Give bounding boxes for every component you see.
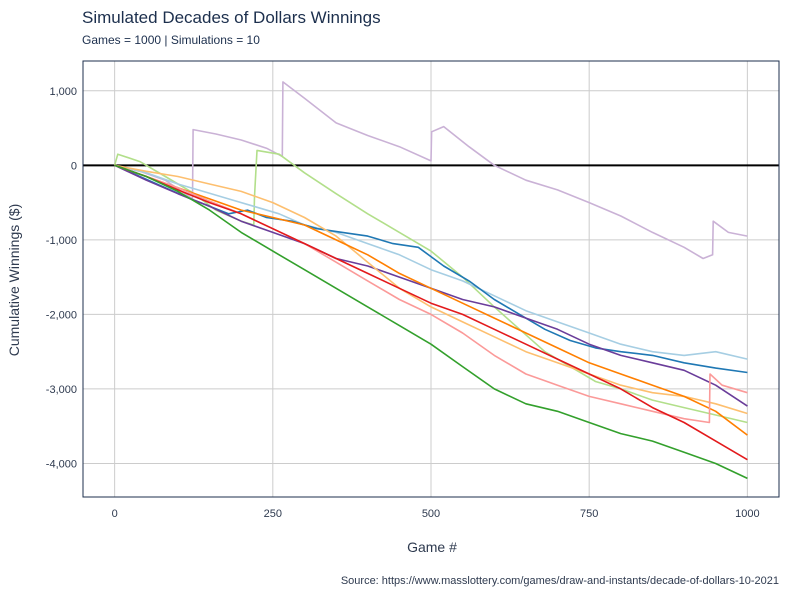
series-line-6 bbox=[114, 164, 748, 415]
y-tick-label: -1,000 bbox=[46, 235, 77, 247]
series-line-1 bbox=[114, 81, 748, 260]
y-axis-title: Cumulative Winnings ($) bbox=[6, 204, 22, 357]
grid bbox=[83, 61, 779, 497]
x-tick-label: 250 bbox=[264, 508, 282, 520]
y-tick-label: -3,000 bbox=[46, 384, 77, 396]
y-tick-label: 1,000 bbox=[49, 86, 77, 98]
x-tick-label: 1000 bbox=[735, 508, 759, 520]
series-line-9 bbox=[114, 164, 748, 461]
series-line-3 bbox=[114, 164, 748, 360]
chart-subtitle: Games = 1000 | Simulations = 10 bbox=[82, 33, 260, 47]
x-tick-label: 500 bbox=[422, 508, 440, 520]
x-tick-label: 0 bbox=[112, 508, 118, 520]
chart-title: Simulated Decades of Dollars Winnings bbox=[82, 8, 381, 27]
y-axis-ticks: 1,000 0 -1,000 -2,000 -3,000 -4,000 bbox=[46, 86, 77, 471]
x-axis-title: Game # bbox=[407, 539, 457, 555]
series-group bbox=[113, 81, 748, 480]
y-tick-label: -2,000 bbox=[46, 309, 77, 321]
x-axis-ticks: 0 250 500 750 1000 bbox=[112, 508, 760, 520]
series-line-7 bbox=[114, 164, 748, 436]
x-tick-label: 750 bbox=[580, 508, 598, 520]
plot-panel bbox=[82, 60, 780, 498]
y-tick-label: -4,000 bbox=[46, 458, 77, 470]
caption: Source: https://www.masslottery.com/game… bbox=[341, 575, 779, 587]
y-tick-label: 0 bbox=[71, 160, 77, 172]
series-line-10 bbox=[114, 164, 748, 480]
